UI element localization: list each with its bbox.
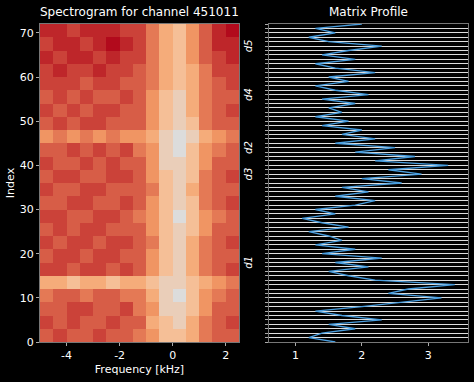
- svg-text:20: 20: [20, 248, 34, 261]
- svg-text:3: 3: [425, 349, 432, 362]
- svg-text:d4: d4: [243, 88, 254, 101]
- svg-text:70: 70: [20, 27, 34, 40]
- svg-text:10: 10: [20, 292, 34, 305]
- svg-text:30: 30: [20, 203, 34, 216]
- svg-text:-2: -2: [114, 349, 125, 362]
- svg-text:Matrix Profile: Matrix Profile: [329, 5, 408, 19]
- svg-text:2: 2: [222, 349, 229, 362]
- svg-text:1: 1: [292, 349, 299, 362]
- svg-text:0: 0: [27, 336, 34, 349]
- svg-text:40: 40: [20, 159, 34, 172]
- svg-text:Spectrogram for channel 451011: Spectrogram for channel 451011: [40, 5, 239, 19]
- svg-text:2: 2: [358, 349, 365, 362]
- svg-text:Index: Index: [4, 167, 17, 198]
- svg-text:Frequency [kHz]: Frequency [kHz]: [95, 363, 184, 376]
- svg-text:50: 50: [20, 115, 34, 128]
- svg-text:-4: -4: [61, 349, 72, 362]
- svg-text:d3: d3: [243, 168, 254, 181]
- svg-text:d5: d5: [243, 40, 254, 53]
- svg-text:d2: d2: [243, 141, 254, 154]
- svg-text:d1: d1: [243, 256, 254, 269]
- svg-text:60: 60: [20, 71, 34, 84]
- svg-text:0: 0: [169, 349, 176, 362]
